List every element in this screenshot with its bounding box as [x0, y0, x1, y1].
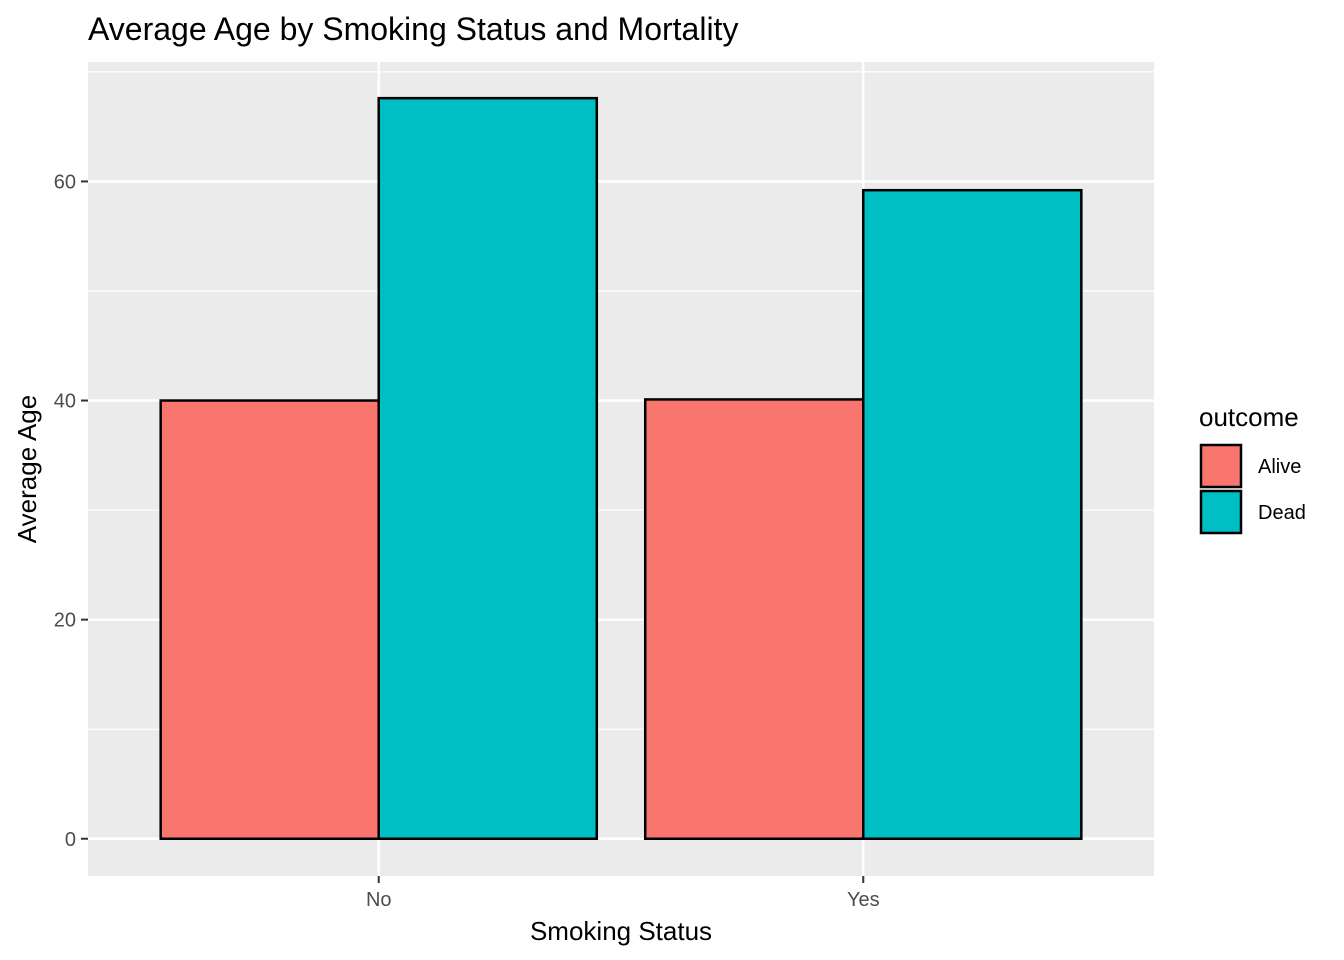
bar-no-dead	[377, 96, 599, 841]
chart-title: Average Age by Smoking Status and Mortal…	[88, 11, 738, 47]
y-tick-label-2: 40	[54, 391, 76, 413]
legend-key-alive	[1199, 443, 1243, 489]
y-axis: 0 20 40 60	[54, 171, 88, 851]
x-tick-label-1: Yes	[847, 889, 880, 911]
bar-yes-dead	[862, 188, 1083, 841]
legend-label-dead: Dead	[1258, 502, 1306, 524]
x-axis-title: Smoking Status	[530, 916, 712, 946]
y-tick-label-0: 0	[65, 829, 76, 851]
bar-yes-alive	[643, 398, 865, 841]
y-axis-title: Average Age	[12, 395, 42, 543]
legend: outcome Alive Dead	[1199, 402, 1306, 535]
bar-no-alive	[159, 399, 380, 841]
y-tick-label-3: 60	[54, 171, 76, 193]
bars	[159, 96, 1083, 841]
legend-label-alive: Alive	[1258, 456, 1301, 478]
x-axis: No Yes	[366, 876, 880, 911]
y-tick-label-1: 20	[54, 610, 76, 632]
legend-title: outcome	[1199, 402, 1299, 432]
x-tick-label-0: No	[366, 889, 392, 911]
legend-items: Alive Dead	[1199, 443, 1306, 535]
legend-key-dead	[1199, 489, 1243, 535]
